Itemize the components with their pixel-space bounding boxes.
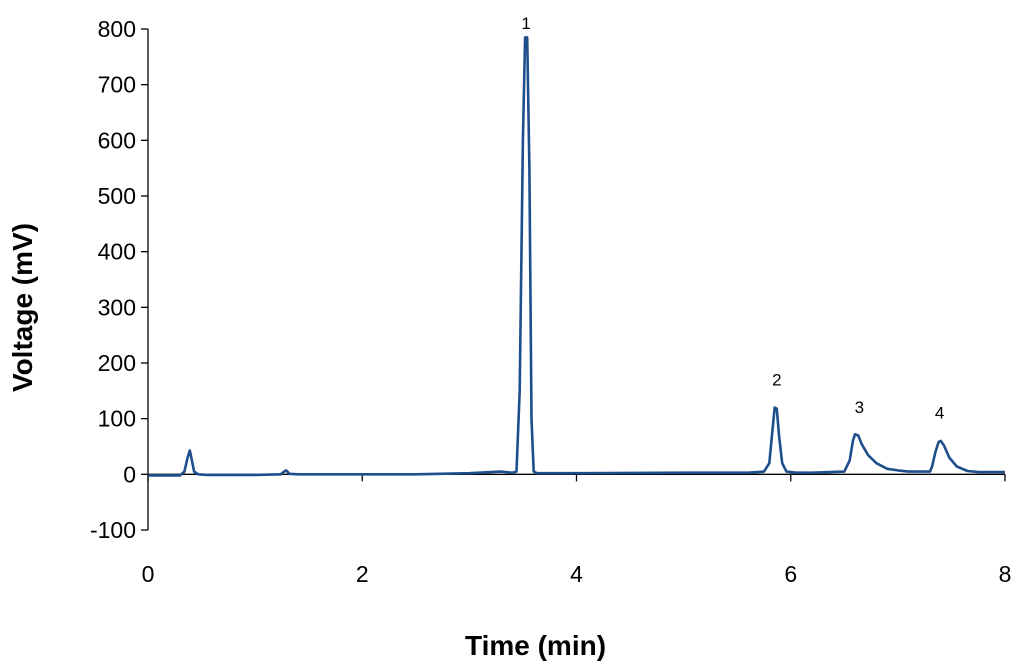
- peak-label: 3: [855, 398, 864, 417]
- x-tick-label: 8: [999, 561, 1012, 587]
- peak-label: 1: [521, 14, 530, 33]
- x-axis-ticks: 0 2 4 6 8: [142, 474, 1012, 587]
- x-tick-label: 0: [142, 561, 155, 587]
- peak-label: 4: [935, 404, 944, 423]
- y-tick-label: 200: [98, 350, 136, 376]
- y-tick-label: 800: [98, 16, 136, 42]
- x-tick-label: 6: [784, 561, 797, 587]
- y-tick-label: 100: [98, 406, 136, 432]
- y-tick-label: 300: [98, 294, 136, 320]
- y-tick-label: 0: [123, 461, 136, 487]
- y-axis-title: Voltage (mV): [7, 223, 38, 392]
- peak-label: 2: [772, 370, 781, 389]
- x-tick-label: 2: [356, 561, 369, 587]
- x-tick-label: 4: [570, 561, 583, 587]
- x-axis-title: Time (min): [465, 630, 606, 661]
- y-tick-label: -100: [90, 517, 136, 543]
- peak-annotations: 1 2 3 4: [521, 14, 944, 423]
- y-tick-label: 700: [98, 72, 136, 98]
- y-tick-label: 500: [98, 183, 136, 209]
- y-tick-label: 600: [98, 127, 136, 153]
- voltage-trace-line: [148, 36, 1005, 477]
- y-axis-ticks: -100 0 100 200 300 400 500 600 700 800: [90, 16, 148, 543]
- y-tick-label: 400: [98, 239, 136, 265]
